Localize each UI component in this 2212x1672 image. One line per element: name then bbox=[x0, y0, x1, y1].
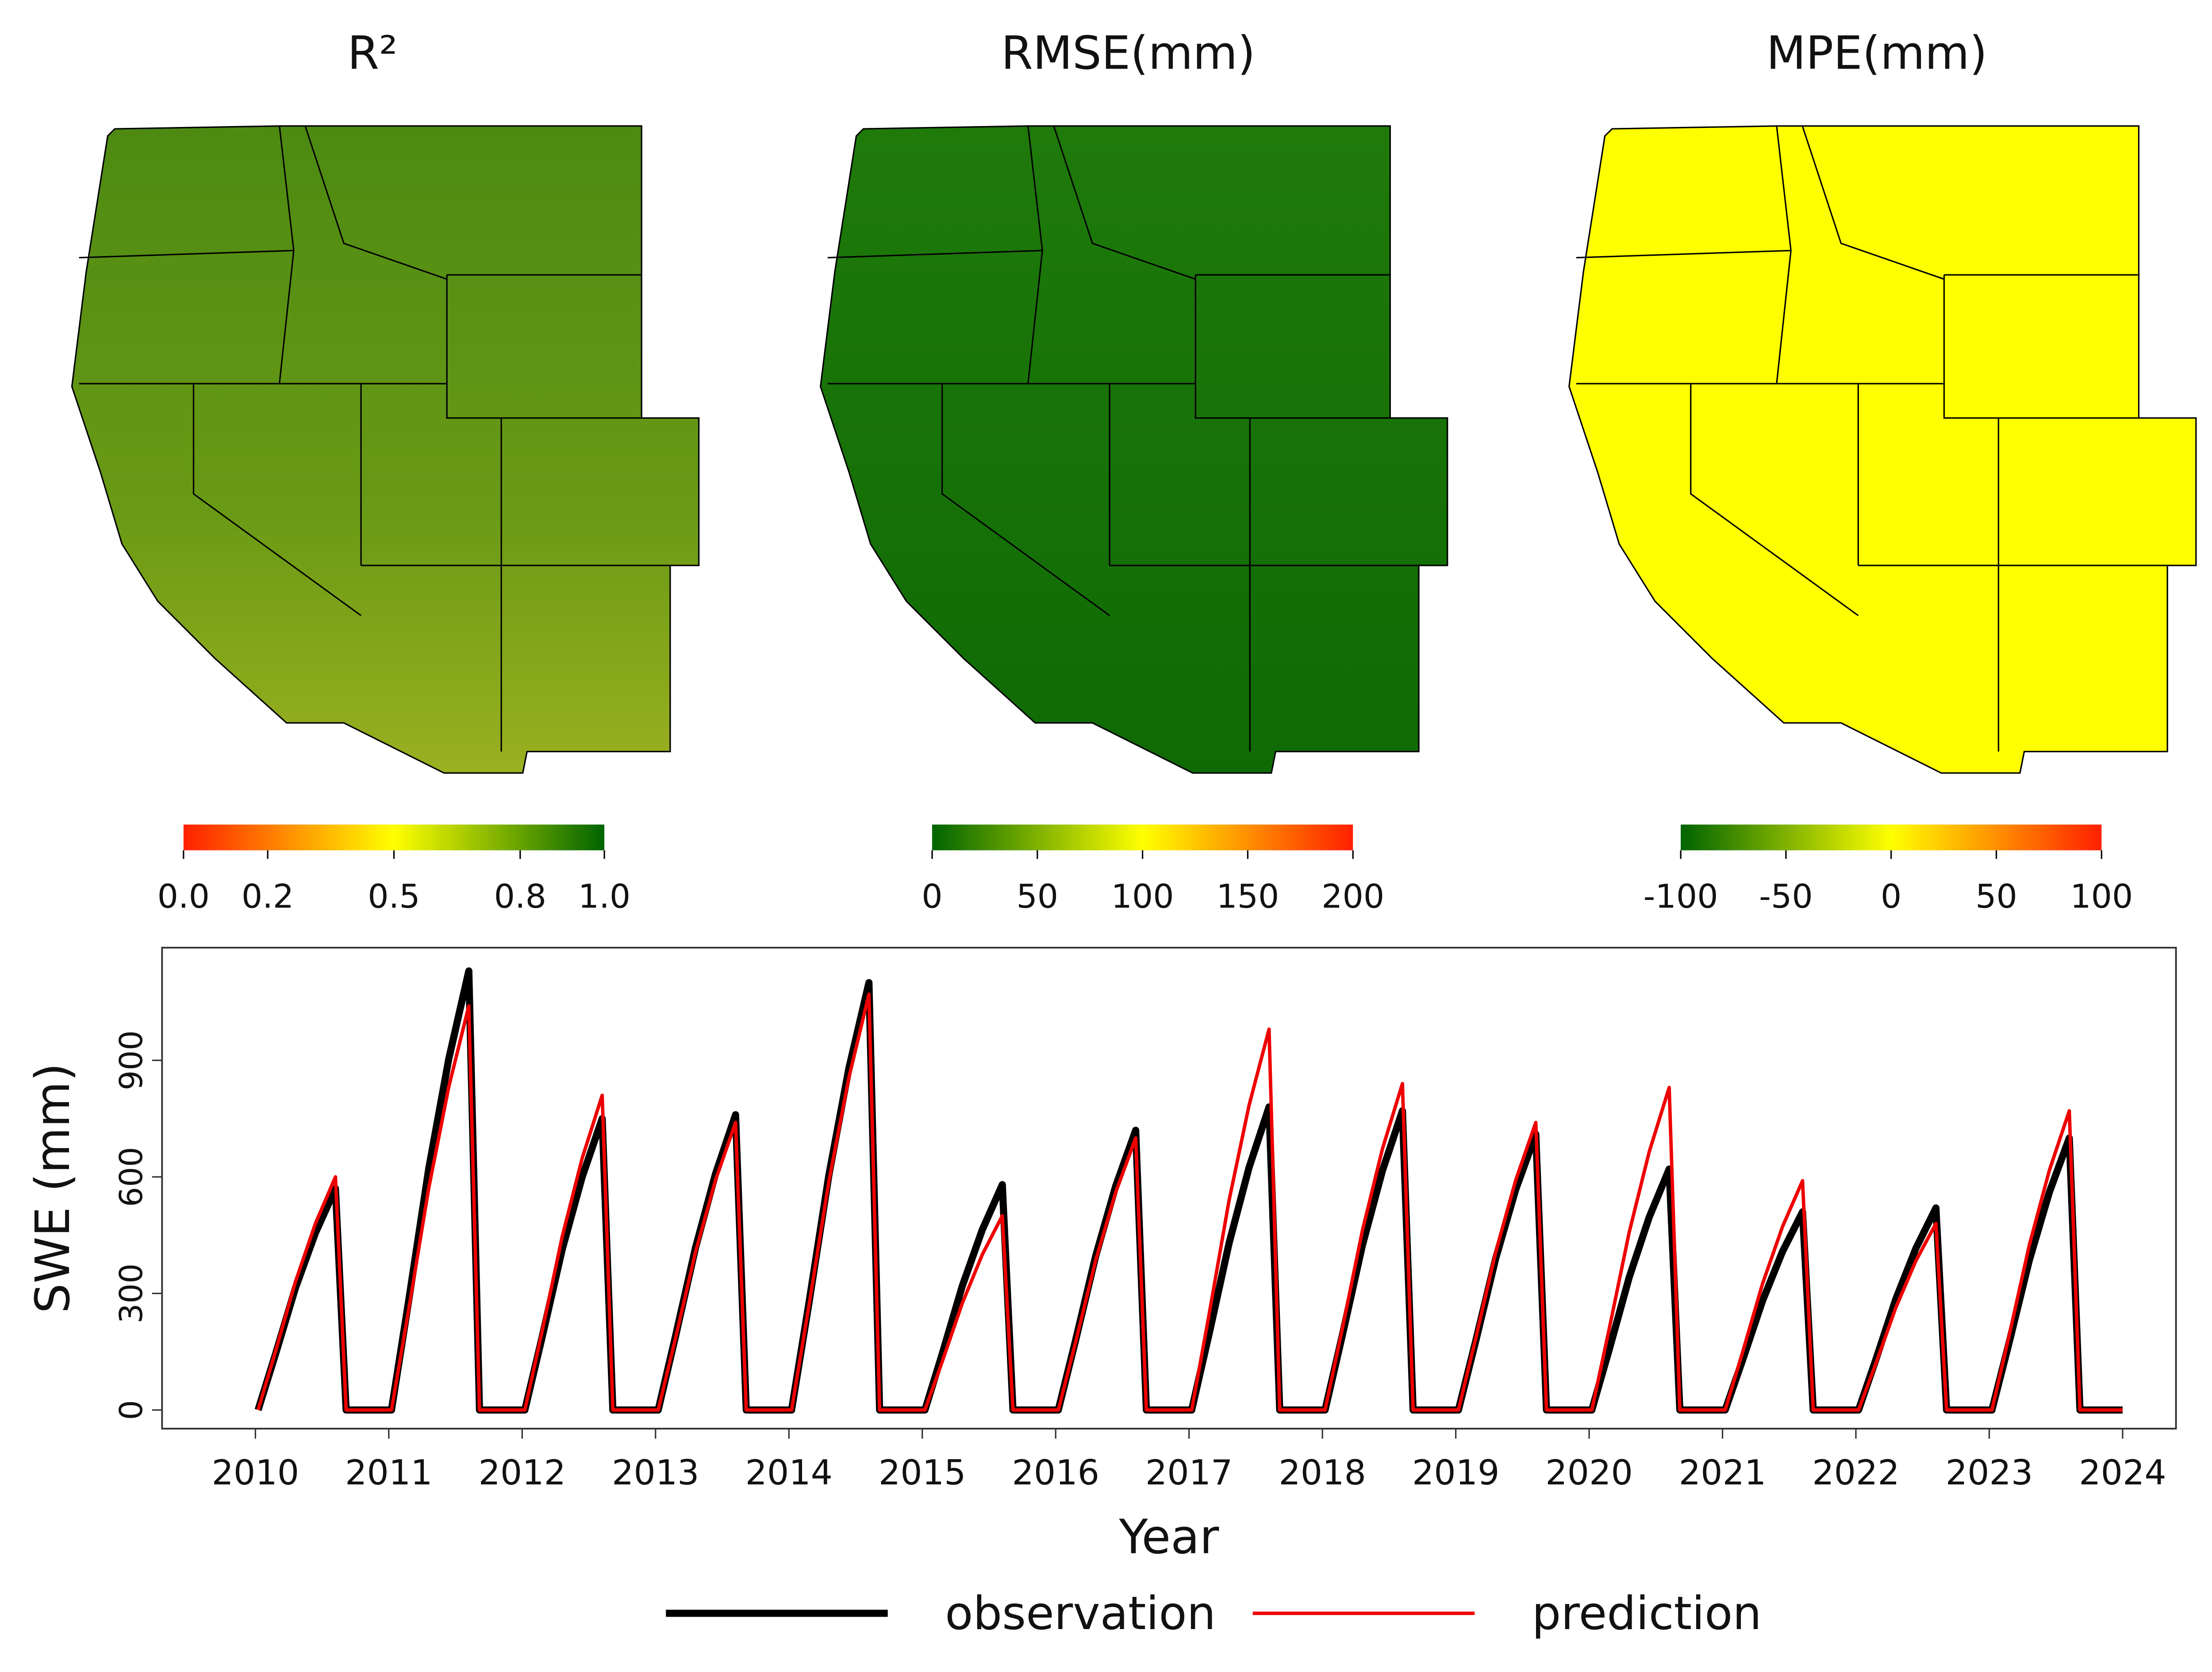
x-tick-label: 2020 bbox=[1545, 1453, 1633, 1493]
colorbar-tick-label: 0.8 bbox=[494, 877, 546, 915]
x-tick-label: 2022 bbox=[1812, 1453, 1900, 1493]
y-axis-label: SWE (mm) bbox=[26, 1063, 81, 1313]
y-tick-label: 600 bbox=[113, 1147, 150, 1207]
x-tick-label: 2011 bbox=[345, 1453, 433, 1493]
colorbar-tick-label: 50 bbox=[1975, 877, 2017, 915]
colorbar-tick-label: 0 bbox=[1881, 877, 1901, 915]
map-rmse bbox=[819, 125, 1448, 774]
map-title: RMSE(mm) bbox=[1001, 27, 1256, 80]
map-title: R² bbox=[347, 27, 397, 80]
x-tick-label: 2018 bbox=[1279, 1453, 1366, 1493]
colorbar-tick-label: 0.0 bbox=[157, 877, 210, 915]
colorbar-tick-label: -50 bbox=[1759, 877, 1813, 915]
x-tick-label: 2023 bbox=[1946, 1453, 2033, 1493]
x-tick-label: 2017 bbox=[1145, 1453, 1233, 1493]
x-tick-label: 2021 bbox=[1679, 1453, 1767, 1493]
y-tick-label: 900 bbox=[113, 1030, 150, 1091]
x-tick-label: 2013 bbox=[612, 1453, 699, 1493]
x-tick-label: 2010 bbox=[212, 1453, 300, 1493]
x-tick-label: 2014 bbox=[745, 1453, 833, 1493]
colorbar-tick-label: 0.2 bbox=[242, 877, 294, 915]
x-tick-label: 2016 bbox=[1012, 1453, 1099, 1493]
map-r2 bbox=[71, 125, 700, 774]
y-tick-label: 0 bbox=[113, 1400, 150, 1420]
map-mpe bbox=[1568, 125, 2197, 774]
colorbar-tick-label: -100 bbox=[1644, 877, 1718, 915]
colorbar-tick-label: 150 bbox=[1216, 877, 1279, 915]
legend-label: prediction bbox=[1532, 1587, 1762, 1640]
colorbar-tick-label: 100 bbox=[2070, 877, 2133, 915]
x-tick-label: 2019 bbox=[1412, 1453, 1500, 1493]
colorbar-tick-label: 0.5 bbox=[368, 877, 420, 915]
colorbar bbox=[932, 824, 1353, 850]
series-line bbox=[256, 992, 2123, 1412]
colorbar-tick-label: 200 bbox=[1321, 877, 1384, 915]
map-title: MPE(mm) bbox=[1767, 27, 1988, 80]
colorbar-tick-label: 1.0 bbox=[578, 877, 630, 915]
y-tick-label: 300 bbox=[113, 1263, 150, 1323]
legend-label: observation bbox=[945, 1587, 1216, 1640]
plot-frame bbox=[161, 946, 2177, 1430]
x-tick-label: 2015 bbox=[879, 1453, 966, 1493]
x-tick-label: 2012 bbox=[478, 1453, 566, 1493]
colorbar bbox=[183, 824, 605, 850]
colorbar bbox=[1681, 824, 2102, 850]
x-tick-label: 2024 bbox=[2079, 1453, 2166, 1493]
colorbar-tick-label: 0 bbox=[922, 877, 942, 915]
colorbar-tick-label: 100 bbox=[1111, 877, 1174, 915]
colorbar-tick-label: 50 bbox=[1016, 877, 1058, 915]
x-axis-label: Year bbox=[1118, 1510, 1219, 1564]
